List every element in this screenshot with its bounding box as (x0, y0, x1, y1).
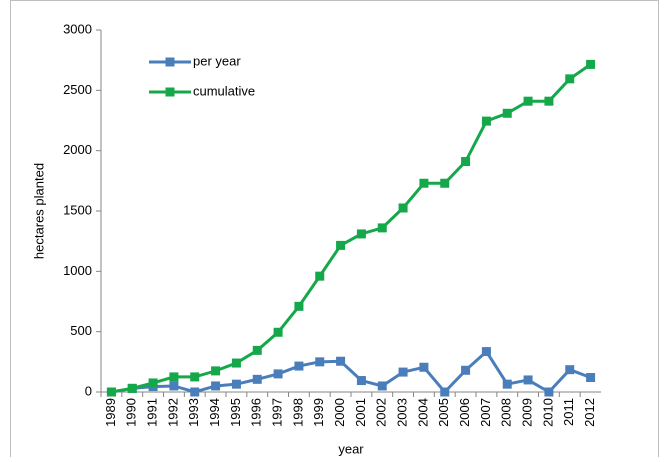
marker (190, 372, 200, 382)
marker (315, 357, 325, 367)
x-tick-label: 2003 (395, 398, 410, 427)
marker (231, 379, 241, 389)
marker (169, 372, 179, 382)
marker (461, 365, 471, 375)
y-tick-label: 500 (70, 323, 92, 338)
marker (502, 108, 512, 118)
legend-marker (165, 57, 175, 67)
x-tick-label: 2001 (353, 398, 368, 427)
marker (294, 361, 304, 371)
y-tick-label: 2500 (63, 82, 92, 97)
marker (190, 387, 200, 397)
y-tick-label: 1000 (63, 263, 92, 278)
series-line (111, 349, 592, 395)
marker (231, 358, 241, 368)
marker (481, 347, 491, 357)
x-tick-label: 2012 (582, 398, 597, 427)
marker (481, 116, 491, 126)
legend-marker (165, 87, 175, 97)
marker (273, 369, 283, 379)
marker (419, 362, 429, 372)
marker (273, 327, 283, 337)
y-tick-label: 2000 (63, 142, 92, 157)
marker (565, 74, 575, 84)
marker (586, 59, 596, 69)
marker (252, 374, 262, 384)
x-tick-label: 2011 (561, 398, 576, 426)
marker (523, 375, 533, 385)
x-axis-label: year (338, 441, 364, 456)
marker (377, 223, 387, 233)
x-tick-label: 1994 (207, 398, 222, 427)
x-tick-label: 1997 (270, 398, 285, 427)
series-line (111, 63, 592, 394)
x-tick-label: 1992 (165, 398, 180, 427)
x-tick-label: 1996 (249, 398, 264, 427)
x-tick-label: 2009 (520, 398, 535, 427)
marker (523, 96, 533, 106)
marker (336, 240, 346, 250)
legend-label: cumulative (193, 83, 255, 98)
x-tick-label: 2004 (415, 398, 430, 427)
marker (127, 383, 137, 393)
marker (544, 96, 554, 106)
marker (211, 381, 221, 391)
y-tick-label: 1500 (63, 202, 92, 217)
marker (294, 301, 304, 311)
marker (211, 366, 221, 376)
marker (169, 381, 179, 391)
x-tick-label: 1989 (103, 398, 118, 427)
marker (461, 157, 471, 167)
x-tick-label: 2005 (436, 398, 451, 427)
marker (356, 229, 366, 239)
marker (148, 378, 158, 388)
y-tick-label: 3000 (63, 21, 92, 36)
marker (586, 373, 596, 383)
marker (440, 178, 450, 188)
legend-label: per year (193, 53, 241, 68)
marker (398, 203, 408, 213)
x-tick-label: 1999 (311, 398, 326, 427)
x-tick-label: 1998 (290, 398, 305, 427)
y-axis-label: hectares planted (31, 163, 46, 259)
x-tick-label: 2000 (332, 398, 347, 427)
marker (106, 387, 116, 397)
x-tick-label: 2006 (457, 398, 472, 427)
marker (315, 271, 325, 281)
x-tick-label: 2002 (374, 398, 389, 427)
marker (502, 379, 512, 389)
x-tick-label: 2010 (540, 398, 555, 427)
marker (544, 387, 554, 397)
marker (252, 345, 262, 355)
x-tick-label: 1991 (145, 398, 160, 427)
x-tick-label: 2008 (499, 398, 514, 427)
y-tick-label: 0 (85, 383, 92, 398)
marker (336, 356, 346, 366)
marker (377, 381, 387, 391)
marker (398, 367, 408, 377)
marker (356, 376, 366, 386)
marker (440, 387, 450, 397)
x-tick-label: 1995 (228, 398, 243, 427)
x-tick-label: 1990 (124, 398, 139, 427)
x-tick-label: 1993 (186, 398, 201, 427)
marker (565, 365, 575, 375)
x-tick-label: 2007 (478, 398, 493, 427)
marker (419, 178, 429, 188)
chart-border (10, 0, 659, 462)
